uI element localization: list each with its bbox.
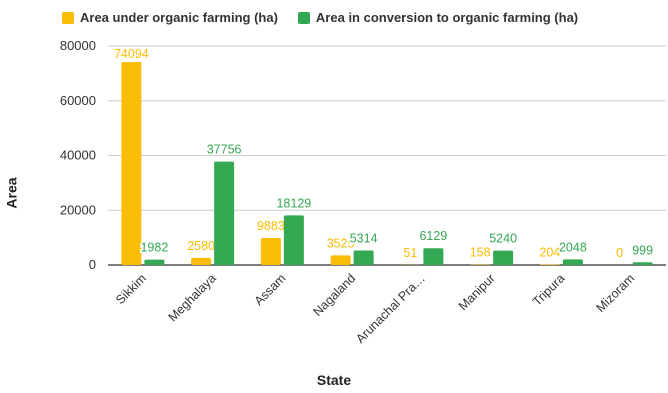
data-label: 6129 bbox=[419, 229, 447, 243]
bar-organic bbox=[539, 264, 560, 265]
x-tick-label: Tripura bbox=[530, 271, 568, 309]
data-label: 37756 bbox=[207, 143, 242, 157]
data-label: 999 bbox=[632, 243, 653, 257]
legend-swatch-conversion bbox=[297, 11, 310, 24]
x-axis-title: State bbox=[316, 372, 352, 388]
y-tick-label: 40000 bbox=[60, 148, 96, 163]
legend-item-organic[interactable]: Area under organic farming (ha) bbox=[62, 10, 278, 25]
y-axis-title: Area bbox=[3, 177, 20, 209]
data-label: 204 bbox=[539, 245, 560, 259]
bar-conversion bbox=[144, 259, 165, 265]
x-tick-label: Mizoram bbox=[593, 271, 637, 315]
bar-conversion bbox=[562, 259, 583, 265]
x-tick-label: Arunachal Pra… bbox=[353, 271, 428, 346]
y-tick-label: 80000 bbox=[60, 38, 96, 53]
y-tick-label: 0 bbox=[89, 257, 96, 272]
bar-conversion bbox=[353, 250, 374, 265]
legend-label-organic: Area under organic farming (ha) bbox=[80, 10, 278, 25]
bar-organic bbox=[260, 237, 281, 265]
bar-conversion bbox=[493, 250, 514, 265]
bar-organic bbox=[330, 255, 351, 265]
x-tick-label: Meghalaya bbox=[166, 271, 219, 324]
data-label: 2048 bbox=[559, 240, 587, 254]
bar-organic bbox=[191, 257, 212, 265]
bar-conversion bbox=[214, 161, 235, 265]
data-label: 74094 bbox=[114, 47, 149, 61]
y-tick-label: 20000 bbox=[60, 202, 96, 217]
bar-conversion bbox=[283, 215, 304, 265]
legend-label-conversion: Area in conversion to organic farming (h… bbox=[315, 10, 579, 25]
data-label: 1982 bbox=[140, 241, 168, 255]
x-tick-label: Manipur bbox=[456, 271, 498, 313]
data-label: 5314 bbox=[350, 231, 378, 245]
legend-swatch-organic bbox=[62, 11, 74, 24]
bar-conversion bbox=[632, 262, 653, 265]
data-label: 158 bbox=[470, 246, 491, 260]
data-label: 9883 bbox=[257, 219, 285, 233]
bar-conversion bbox=[423, 248, 444, 265]
x-tick-label: Assam bbox=[252, 271, 289, 308]
data-label: 2580 bbox=[187, 239, 215, 253]
data-label: 3525 bbox=[327, 236, 355, 250]
data-label: 0 bbox=[616, 246, 623, 260]
data-label: 18129 bbox=[276, 196, 311, 210]
y-tick-label: 60000 bbox=[60, 93, 96, 108]
data-label: 51 bbox=[403, 246, 417, 260]
x-tick-label: Sikkim bbox=[113, 271, 149, 307]
legend: Area under organic farming (ha) Area in … bbox=[62, 10, 578, 25]
x-tick-label: Nagaland bbox=[311, 271, 359, 319]
data-label: 5240 bbox=[489, 232, 517, 246]
bar-organic bbox=[121, 62, 142, 265]
legend-item-conversion[interactable]: Area in conversion to organic farming (h… bbox=[297, 10, 579, 25]
